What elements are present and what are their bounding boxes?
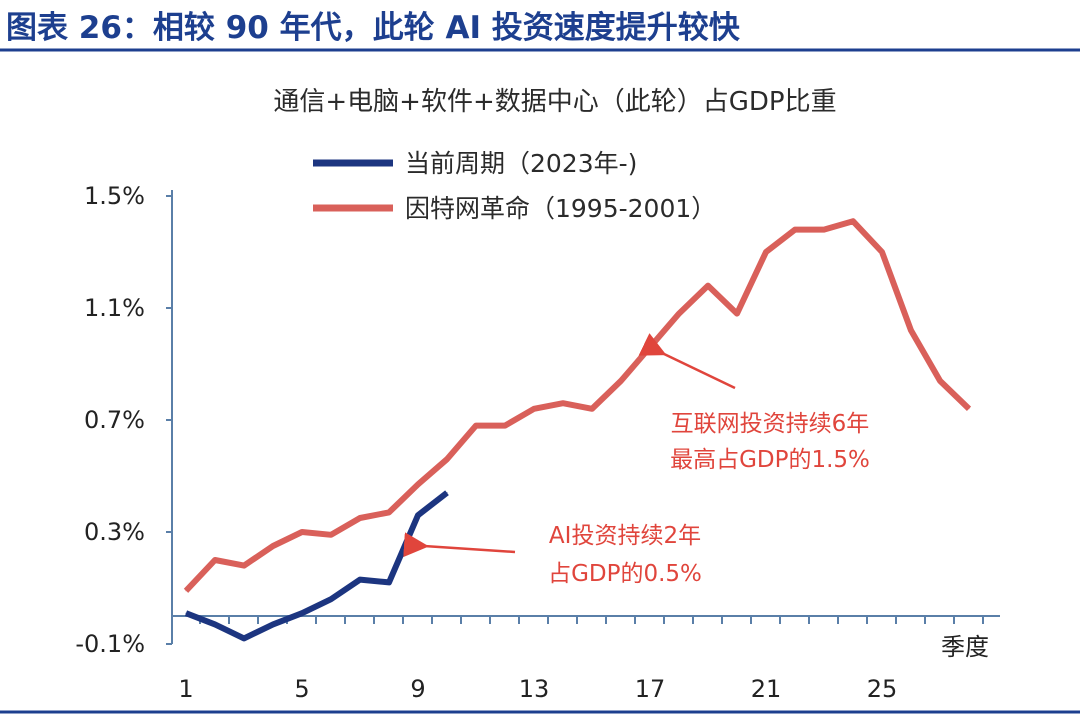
y-tick-label: 0.7%: [84, 406, 145, 434]
data-point: [852, 220, 854, 222]
data-point: [533, 408, 535, 410]
x-tick-label: 25: [867, 675, 898, 703]
data-point: [185, 590, 187, 592]
data-point: [475, 425, 477, 427]
data-point: [243, 565, 245, 567]
x-tick-label: 21: [751, 675, 782, 703]
annotation-ai-line1: AI投资持续2年: [549, 523, 701, 549]
data-point: [794, 229, 796, 231]
data-point: [678, 313, 680, 315]
data-point: [649, 346, 651, 348]
data-point: [446, 458, 448, 460]
annotation-ai-line2: 占GDP的0.5%: [548, 561, 702, 587]
data-point: [214, 559, 216, 561]
data-point: [591, 408, 593, 410]
legend-label-current: 当前周期（2023年-): [405, 149, 637, 178]
data-point: [185, 612, 187, 614]
data-point: [417, 514, 419, 516]
data-point: [707, 285, 709, 287]
x-tick-label: 1: [178, 675, 193, 703]
data-point: [272, 545, 274, 547]
data-point: [446, 492, 448, 494]
x-tick-label: 13: [519, 675, 550, 703]
y-tick-label: 1.1%: [84, 294, 145, 322]
data-point: [388, 581, 390, 583]
data-point: [765, 251, 767, 253]
data-point: [301, 531, 303, 533]
arrow-ai: [403, 532, 516, 558]
data-point: [939, 380, 941, 382]
data-point: [243, 637, 245, 639]
annotation-internet-line1: 互联网投资持续6年: [671, 411, 870, 437]
x-tick-label: 17: [635, 675, 666, 703]
data-point: [562, 402, 564, 404]
data-point: [881, 251, 883, 253]
data-point: [214, 623, 216, 625]
data-point: [823, 229, 825, 231]
data-point: [417, 483, 419, 485]
data-point: [301, 612, 303, 614]
data-point: [736, 313, 738, 315]
data-point: [910, 329, 912, 331]
annotation-internet: 互联网投资持续6年 最高占GDP的1.5%: [638, 333, 870, 473]
y-tick-label: -0.1%: [75, 630, 145, 658]
data-point: [330, 598, 332, 600]
data-point: [620, 380, 622, 382]
y-tick-label: 1.5%: [84, 182, 145, 210]
annotation-ai: AI投资持续2年 占GDP的0.5%: [403, 523, 702, 587]
x-axis-label: 季度: [941, 633, 989, 661]
data-point: [359, 517, 361, 519]
data-point: [968, 408, 970, 410]
figure-title: 图表 26：相较 90 年代，此轮 AI 投资速度提升较快: [6, 10, 741, 46]
legend-label-internet: 因特网革命（1995-2001）: [405, 194, 716, 223]
legend: 当前周期（2023年-) 因特网革命（1995-2001）: [313, 149, 716, 223]
chart-title: 通信+电脑+软件+数据中心（此轮）占GDP比重: [273, 87, 836, 117]
arrow-internet: [638, 333, 736, 390]
data-point: [388, 511, 390, 513]
series-line-internet: [183, 218, 972, 593]
data-point: [359, 579, 361, 581]
data-point: [330, 534, 332, 536]
x-tick-label: 9: [410, 675, 425, 703]
data-point: [504, 425, 506, 427]
x-tick-label: 5: [294, 675, 309, 703]
y-tick-label: 0.3%: [84, 518, 145, 546]
annotation-internet-line2: 最高占GDP的1.5%: [670, 447, 870, 473]
data-point: [272, 623, 274, 625]
